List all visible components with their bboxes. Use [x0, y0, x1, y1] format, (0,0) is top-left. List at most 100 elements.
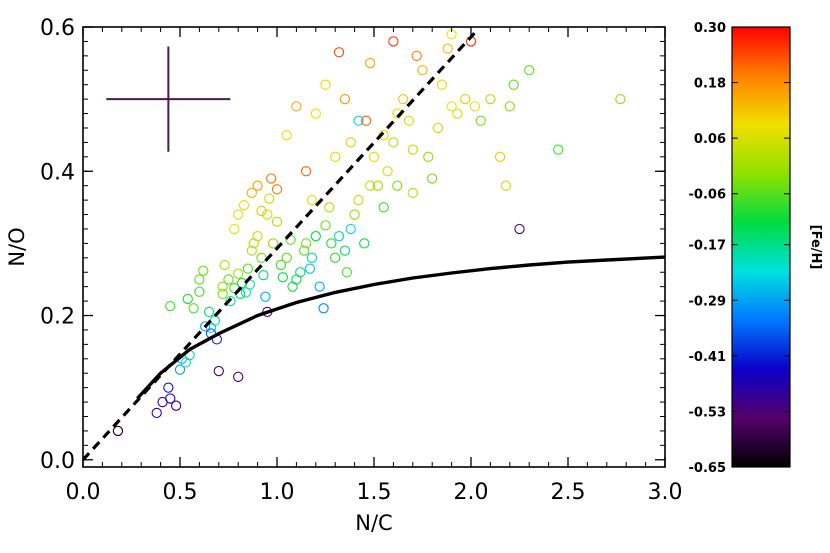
- data-point: [165, 300, 176, 312]
- data-point: [403, 115, 415, 126]
- data-point: [219, 259, 230, 271]
- data-point: [460, 93, 471, 105]
- data-point: [170, 400, 182, 411]
- data-point: [291, 274, 302, 285]
- data-point: [353, 115, 364, 126]
- data-point: [330, 252, 341, 263]
- data-point: [163, 382, 174, 393]
- data-point: [615, 93, 626, 105]
- y-tick-label: 0.6: [40, 16, 75, 41]
- data-point: [217, 288, 228, 300]
- data-point: [310, 108, 321, 119]
- colorbar-tick-label: -0.53: [689, 405, 726, 420]
- data-point: [469, 101, 481, 112]
- data-point: [432, 122, 444, 134]
- colorbar-tick-label: -0.65: [689, 461, 726, 476]
- data-point: [246, 245, 257, 256]
- data-point: [368, 151, 380, 162]
- colorbar-tick-label: -0.41: [689, 350, 726, 365]
- data-point: [353, 194, 364, 206]
- data-point: [504, 101, 515, 112]
- x-tick-label: 2.5: [551, 480, 586, 505]
- data-point: [200, 321, 211, 332]
- data-point: [494, 151, 506, 162]
- data-point: [333, 47, 345, 58]
- data-point: [262, 209, 273, 220]
- plot-frame: [82, 26, 666, 468]
- data-point: [300, 166, 312, 177]
- data-point: [194, 286, 205, 297]
- colorbar-tick-label: -0.29: [689, 294, 726, 309]
- data-point: [345, 137, 356, 148]
- data-point: [339, 245, 351, 256]
- data-point: [304, 263, 316, 274]
- data-point: [229, 223, 240, 235]
- y-tick-label: 0.0: [40, 449, 75, 474]
- colorbar-tick-label: 0.06: [694, 132, 726, 147]
- x-axis-title: N/C: [355, 511, 392, 535]
- data-point: [238, 200, 250, 211]
- data-point: [151, 407, 162, 419]
- data-point: [382, 166, 393, 177]
- data-point: [194, 274, 205, 285]
- data-point: [281, 130, 292, 141]
- data-point: [553, 144, 564, 155]
- data-point: [180, 357, 191, 368]
- colorbar-tick-label: -0.17: [689, 239, 726, 254]
- data-point: [281, 252, 292, 263]
- data-point: [165, 393, 176, 404]
- data-point: [349, 209, 360, 220]
- colorbar: [731, 26, 791, 468]
- x-tick-label: 1.5: [357, 480, 392, 505]
- data-point: [233, 371, 244, 382]
- data-point: [407, 187, 418, 199]
- plot-marks: [83, 29, 665, 461]
- data-point: [452, 108, 463, 119]
- data-point: [341, 267, 352, 278]
- data-point: [378, 202, 389, 213]
- data-point: [427, 173, 438, 184]
- data-point: [267, 238, 279, 249]
- data-point: [266, 173, 277, 184]
- data-point: [361, 115, 372, 126]
- data-point: [223, 274, 234, 285]
- y-tick-label: 0.2: [40, 305, 75, 330]
- x-tick-label: 3.0: [648, 480, 683, 505]
- data-point: [339, 93, 351, 105]
- data-point: [411, 50, 422, 62]
- colorbar-tick-label: -0.06: [689, 188, 726, 203]
- data-point: [320, 79, 331, 90]
- data-point: [174, 364, 186, 375]
- data-point: [372, 180, 384, 191]
- data-point: [287, 281, 298, 292]
- data-point: [246, 187, 257, 199]
- data-point: [291, 101, 302, 112]
- solid-curve: [136, 255, 665, 400]
- data-point: [260, 291, 271, 302]
- data-point: [446, 101, 457, 112]
- axes: 0.0 0.5 1.0 1.5 2.0 2.5 3.0 0.0 0.2 0.4 0.6: [40, 16, 683, 505]
- data-point: [306, 194, 318, 206]
- data-point: [275, 259, 287, 271]
- data-point: [252, 231, 263, 242]
- data-point: [475, 115, 486, 126]
- data-point: [314, 281, 325, 292]
- data-point: [209, 315, 221, 326]
- data-point: [256, 205, 267, 217]
- data-point: [359, 238, 370, 249]
- data-point: [500, 180, 512, 191]
- data-point: [217, 281, 228, 292]
- data-point: [233, 209, 244, 220]
- data-point: [256, 252, 267, 263]
- data-point: [242, 263, 254, 274]
- colorbar-axis: 0.30 0.18 0.06 -0.06 -0.17 -0.29 -0.41 -0.53 -0.…: [689, 21, 790, 476]
- data-point: [442, 43, 453, 54]
- data-point: [326, 238, 337, 249]
- y-axis-title: N/O: [5, 227, 29, 266]
- colorbar-title: [Fe/H]: [808, 225, 823, 270]
- data-point: [198, 265, 209, 276]
- data-point: [258, 269, 269, 281]
- data-point: [364, 180, 376, 191]
- data-point: [213, 365, 224, 377]
